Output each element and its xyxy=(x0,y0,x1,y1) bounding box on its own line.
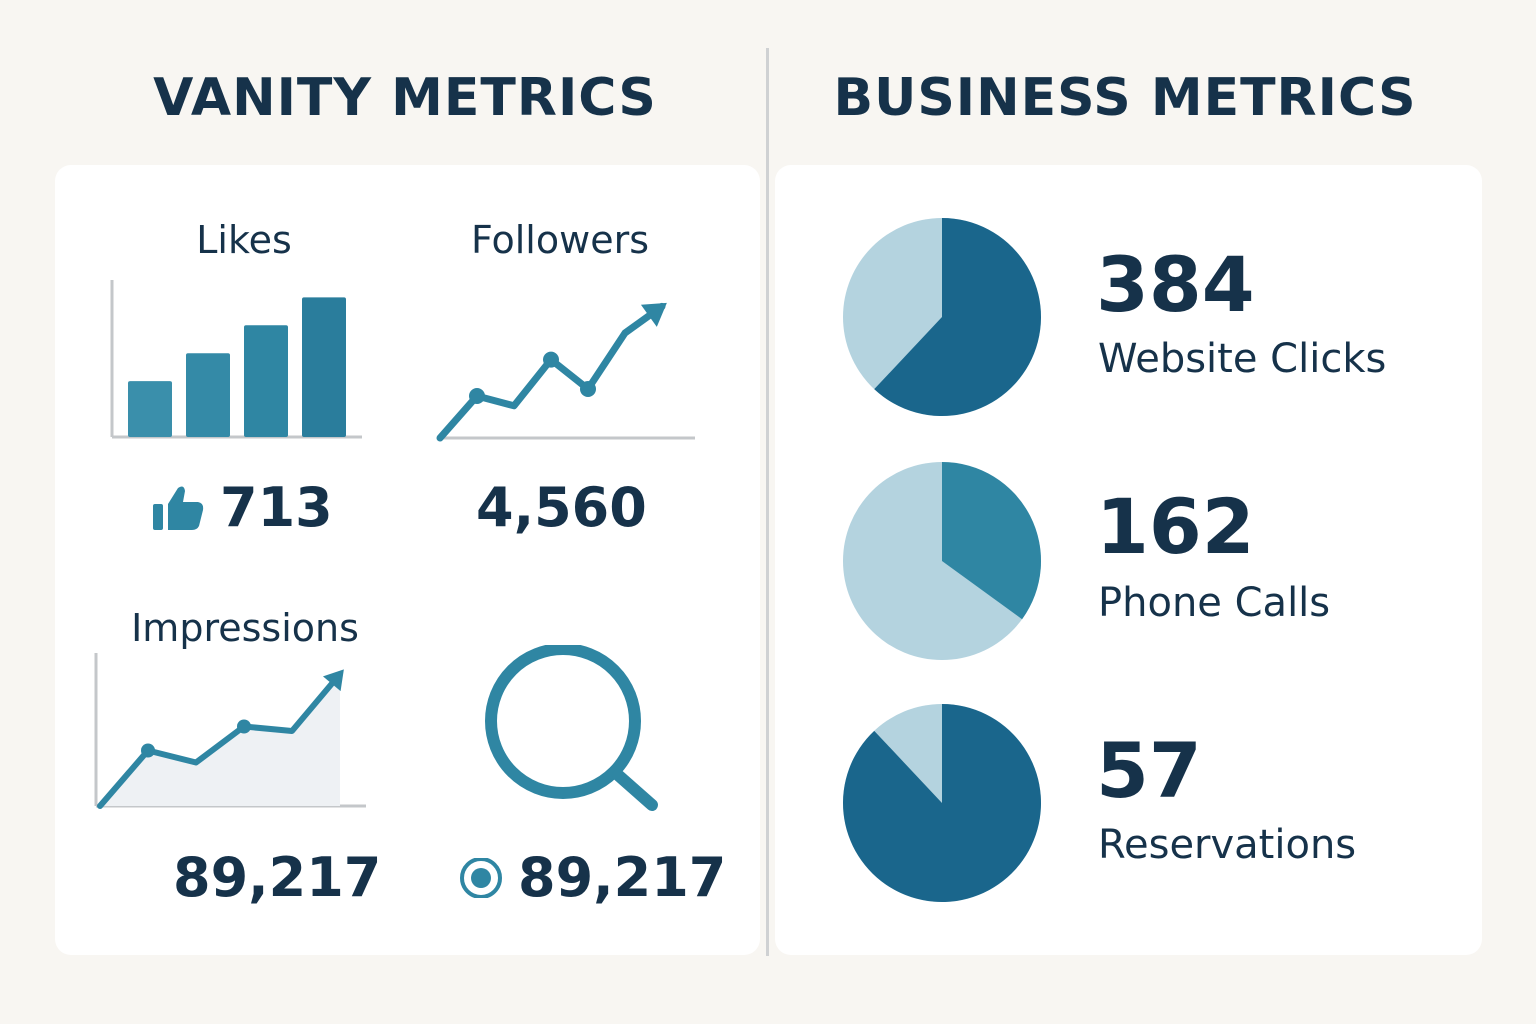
followers-line-chart xyxy=(436,302,695,442)
reservations-label: Reservations xyxy=(1098,822,1357,868)
followers-line xyxy=(436,302,666,442)
followers-label: Followers xyxy=(471,218,649,262)
website-clicks-pie xyxy=(843,218,1041,416)
reach-value: 89,217 xyxy=(518,846,727,909)
reservations-pie xyxy=(843,704,1041,902)
vanity-metrics-card xyxy=(55,165,760,955)
magnifier-icon xyxy=(485,645,658,811)
impressions-arrowhead xyxy=(322,669,344,692)
impressions-area-chart xyxy=(94,653,366,809)
followers-value-row: 4,560 xyxy=(476,476,647,539)
phone-calls-pie xyxy=(843,462,1041,660)
impressions-label: Impressions xyxy=(131,606,359,650)
likes-bar-3 xyxy=(244,325,288,437)
phone-calls-label: Phone Calls xyxy=(1098,580,1331,626)
business-metrics-heading: BUSINESS METRICS xyxy=(833,68,1417,128)
followers-arrowhead xyxy=(640,302,667,327)
thumbs-up-icon xyxy=(153,486,204,530)
likes-bar-1 xyxy=(128,381,172,437)
likes-label: Likes xyxy=(196,218,292,262)
followers-point-4 xyxy=(580,381,596,397)
followers-value: 4,560 xyxy=(476,476,647,539)
website-clicks-value: 384 xyxy=(1096,240,1255,329)
impressions-value-row: 89,217 xyxy=(173,846,381,909)
followers-point-1 xyxy=(469,388,485,404)
likes-bar-2 xyxy=(186,353,230,437)
eye-icon xyxy=(460,857,502,898)
likes-value-row: 713 xyxy=(150,476,333,539)
impressions-area xyxy=(100,674,340,806)
impressions-point-3 xyxy=(237,719,251,734)
likes-bar-chart xyxy=(110,280,362,439)
website-clicks-label: Website Clicks xyxy=(1098,336,1387,382)
reach-value-row: 89,217 xyxy=(458,846,726,909)
impressions-value: 89,217 xyxy=(173,846,382,909)
pie-2-share-slice xyxy=(843,704,1041,902)
pie-1-share-slice xyxy=(942,462,1041,620)
impressions-point-1 xyxy=(141,743,155,758)
pie-0-share-slice xyxy=(874,218,1041,416)
reservations-value: 57 xyxy=(1096,726,1202,815)
followers-point-3 xyxy=(543,351,559,368)
phone-calls-value: 162 xyxy=(1096,482,1255,571)
likes-bar-4 xyxy=(302,297,346,437)
impressions-line xyxy=(97,671,343,809)
likes-value: 713 xyxy=(220,476,333,539)
vanity-metrics-heading: VANITY METRICS xyxy=(153,68,657,128)
section-divider xyxy=(766,48,769,956)
